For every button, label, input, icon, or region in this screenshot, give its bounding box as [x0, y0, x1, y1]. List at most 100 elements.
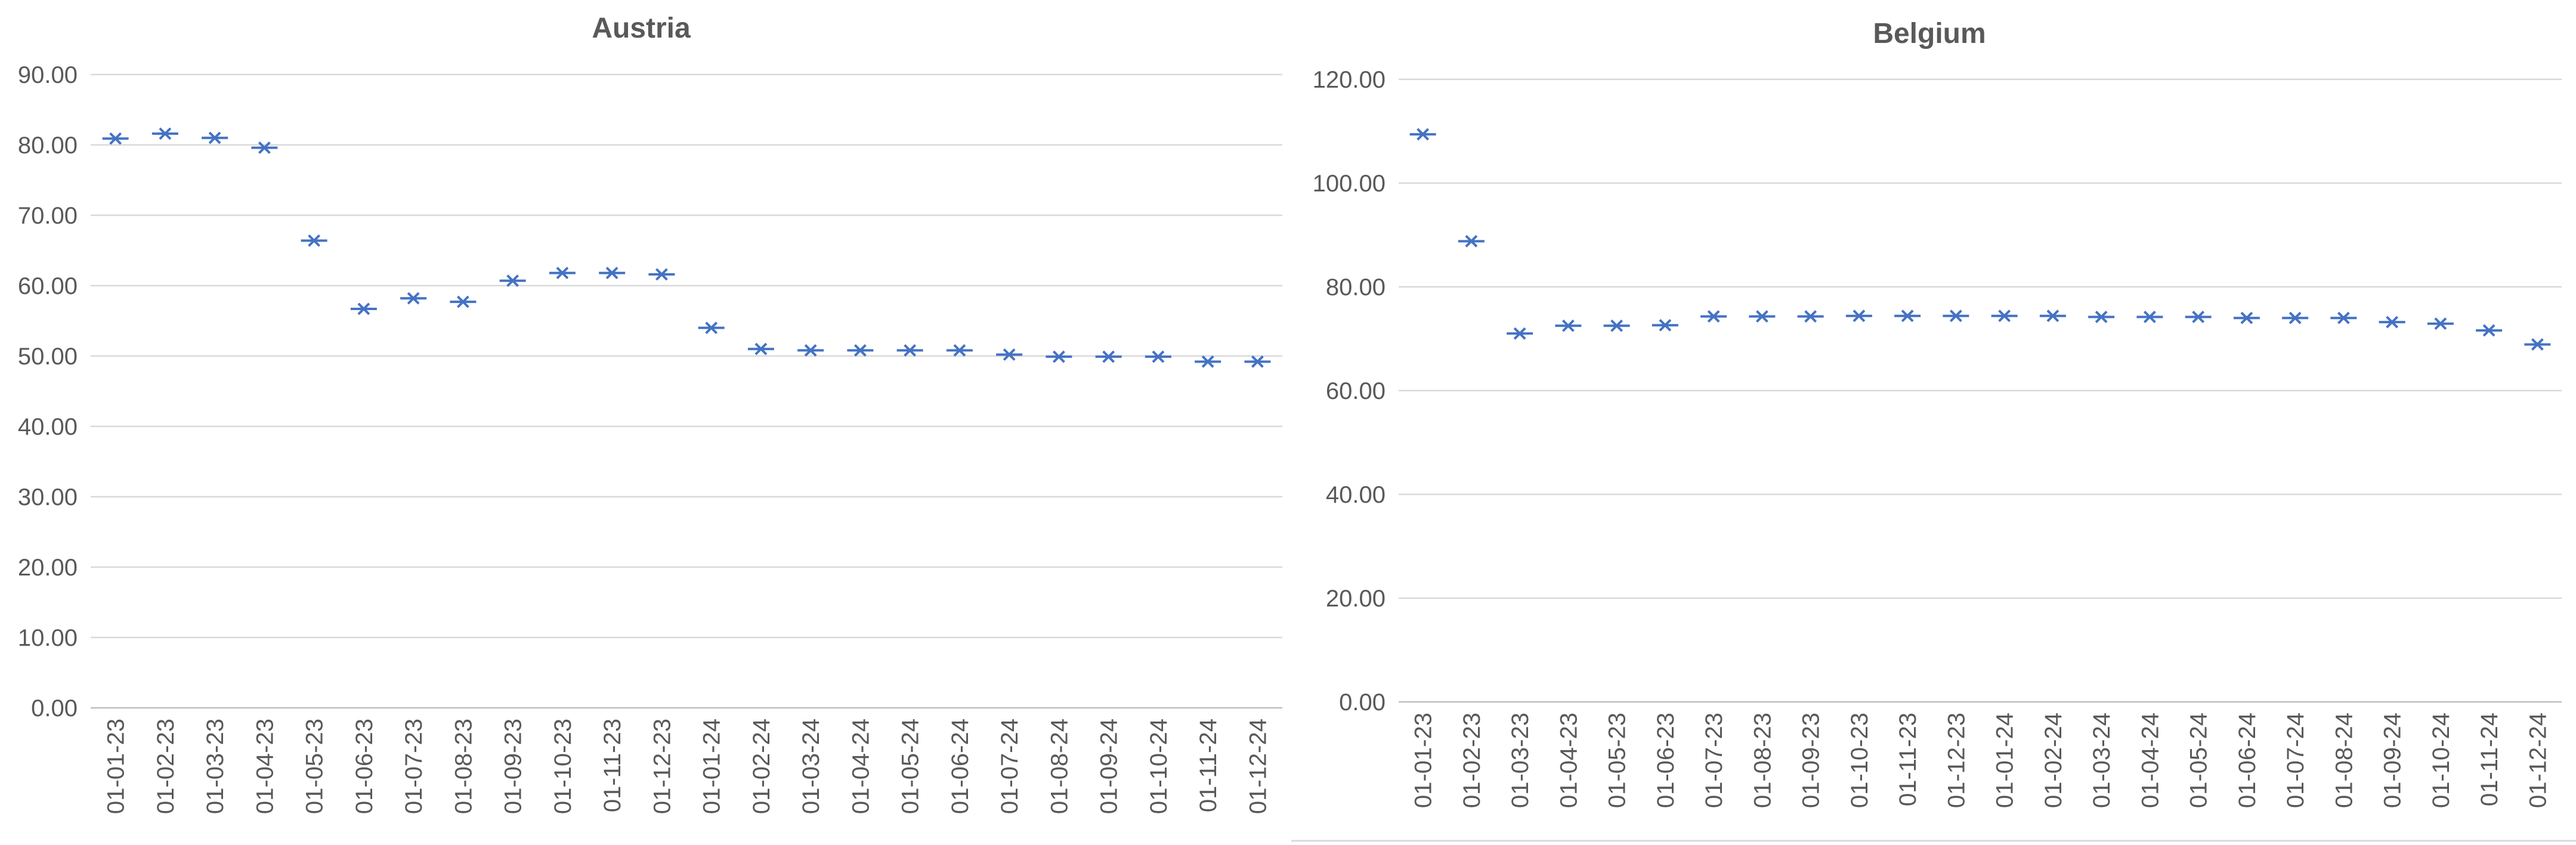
x-tick-label: 01-08-24: [1046, 719, 1072, 814]
x-tick-label: 01-08-24: [2331, 713, 2357, 808]
x-tick-label: 01-06-24: [947, 719, 973, 814]
x-tick-label: 01-10-23: [550, 719, 576, 814]
y-tick-label: 20.00: [18, 555, 78, 581]
x-tick-label: 01-02-24: [749, 719, 775, 814]
x-tick-label: 01-07-24: [2283, 713, 2309, 808]
x-tick-label: 01-12-24: [1245, 719, 1271, 814]
x-tick-label: 01-10-24: [2428, 713, 2454, 808]
x-tick-label: 01-01-24: [699, 719, 725, 814]
y-tick-label: 10.00: [18, 625, 78, 651]
data-point: [151, 127, 178, 140]
data-point: [847, 344, 874, 357]
data-point: [2136, 311, 2163, 323]
austria-chart: Austria 0.00 10.00 20.00 30.00 40.00 50.00 60.…: [18, 13, 1282, 814]
y-axis-ticks: 0.00 20.00 40.00 60.00 80.00 100.00 120.00: [1313, 67, 1386, 716]
data-point: [648, 268, 675, 281]
y-tick-label: 80.00: [18, 132, 78, 159]
x-tick-label: 01-09-24: [2380, 713, 2406, 808]
data-point: [1244, 355, 1271, 368]
x-tick-label: 01-11-24: [1195, 719, 1221, 812]
y-tick-label: 20.00: [1326, 586, 1386, 612]
y-tick-label: 100.00: [1313, 171, 1386, 197]
x-tick-label: 01-07-23: [1701, 713, 1727, 808]
x-tick-label: 01-02-24: [2040, 713, 2067, 808]
data-point: [202, 131, 228, 144]
x-tick-label: 01-01-23: [103, 719, 129, 814]
data-point: [102, 132, 129, 145]
x-tick-label: 01-08-23: [450, 719, 477, 814]
data-point: [400, 292, 427, 305]
x-tick-label: 01-12-23: [649, 719, 675, 814]
data-point: [1046, 350, 1072, 363]
data-point: [2233, 311, 2260, 324]
x-tick-label: 01-03-24: [798, 719, 824, 814]
y-tick-label: 90.00: [18, 62, 78, 88]
data-point: [2524, 338, 2551, 351]
x-tick-label: 01-06-24: [2234, 713, 2260, 808]
x-axis-ticks: 01-01-23 01-02-23 01-03-23 01-04-23 01-05-23…: [1411, 713, 2552, 808]
data-point: [896, 344, 923, 357]
data-point: [946, 344, 973, 357]
x-tick-label: 01-09-23: [1798, 713, 1824, 808]
y-tick-label: 50.00: [18, 343, 78, 370]
x-tick-label: 01-09-24: [1096, 719, 1122, 814]
data-series: [1409, 128, 2551, 351]
x-tick-label: 01-11-24: [2476, 713, 2503, 806]
x-tick-label: 01-09-23: [500, 719, 527, 814]
data-point: [1409, 128, 1436, 141]
data-point: [1797, 310, 1824, 323]
data-point: [2476, 324, 2503, 337]
data-point: [350, 302, 377, 315]
data-point: [2379, 315, 2405, 329]
y-tick-label: 0.00: [1339, 689, 1386, 716]
data-point: [1458, 235, 1485, 247]
x-tick-label: 01-04-23: [252, 719, 278, 814]
x-tick-label: 01-02-23: [153, 719, 179, 814]
data-point: [747, 342, 774, 355]
data-point: [698, 321, 725, 335]
data-point: [450, 295, 477, 308]
data-point: [1507, 327, 1533, 340]
x-tick-label: 01-11-23: [1895, 713, 1921, 806]
x-tick-label: 01-03-24: [2089, 713, 2115, 808]
data-point: [1195, 355, 1221, 368]
x-tick-label: 01-06-23: [1653, 713, 1679, 808]
data-point: [1095, 350, 1122, 363]
x-tick-label: 01-12-24: [2525, 713, 2551, 808]
data-point: [797, 344, 824, 357]
data-point: [1700, 310, 1727, 323]
data-point: [251, 141, 278, 154]
x-tick-label: 01-06-23: [351, 719, 378, 814]
data-point: [996, 348, 1023, 361]
x-tick-label: 01-03-23: [1507, 713, 1533, 808]
data-series: [102, 127, 1271, 368]
data-point: [499, 274, 526, 287]
y-tick-label: 40.00: [1326, 482, 1386, 508]
data-point: [2039, 309, 2066, 323]
x-tick-label: 01-10-23: [1847, 713, 1873, 808]
data-point: [549, 267, 576, 280]
x-tick-label: 01-01-24: [1992, 713, 2018, 808]
data-point: [1749, 310, 1776, 323]
chart-title: Belgium: [1873, 18, 1986, 49]
y-axis-ticks: 0.00 10.00 20.00 30.00 40.00 50.00 60.00 70.00 8…: [18, 62, 78, 722]
data-point: [2282, 311, 2309, 324]
data-point: [1894, 309, 1921, 323]
data-point: [2427, 317, 2454, 330]
data-point: [1145, 350, 1171, 363]
x-tick-label: 01-02-23: [1459, 713, 1485, 808]
data-point: [599, 267, 626, 280]
data-point: [2088, 311, 2115, 323]
data-point: [1603, 319, 1630, 332]
x-tick-label: 01-05-24: [2186, 713, 2212, 808]
x-tick-label: 01-12-23: [1943, 713, 1969, 808]
y-tick-label: 70.00: [18, 203, 78, 229]
x-tick-label: 01-03-23: [202, 719, 228, 814]
x-tick-label: 01-07-24: [997, 719, 1023, 814]
data-point: [2330, 311, 2357, 324]
gridlines: [91, 73, 1282, 709]
x-tick-label: 01-04-24: [2137, 713, 2163, 808]
y-tick-label: 0.00: [31, 695, 78, 722]
data-point: [301, 234, 327, 247]
x-tick-label: 01-01-23: [1411, 713, 1437, 808]
